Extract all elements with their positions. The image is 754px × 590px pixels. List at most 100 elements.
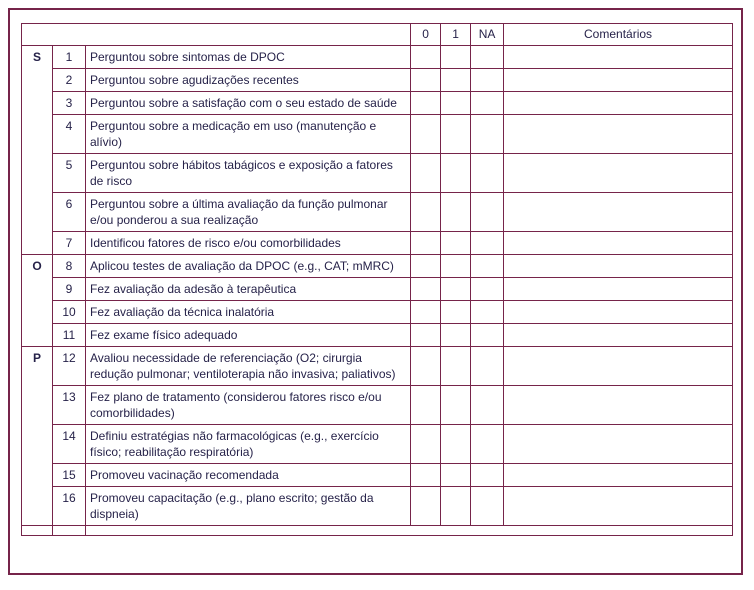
comment-cell [503, 423, 734, 464]
score-na-cell [470, 423, 505, 464]
checklist-row: 14 Definiu estratégias não farmacológicas… [22, 423, 734, 464]
item-description: Perguntou sobre a satisfação com o seu e… [84, 90, 412, 115]
score-na-cell [470, 253, 505, 278]
header-col-score0: 0 [410, 23, 442, 46]
item-description: Fez avaliação da adesão à terapêutica [84, 276, 412, 301]
sliver-empty-cell [84, 524, 734, 536]
score-na-cell [470, 67, 505, 92]
sliver-letter-cell [21, 524, 53, 536]
item-description: Promoveu capacitação (e.g., plano escrit… [84, 485, 412, 526]
comment-cell [503, 67, 734, 92]
score-1-cell [440, 90, 472, 115]
section-letter-p: P [21, 345, 53, 526]
score-1-cell [440, 322, 472, 347]
comment-cell [503, 113, 734, 154]
checklist-row: 3 Perguntou sobre a satisfação com o seu … [22, 90, 734, 115]
score-na-cell [470, 276, 505, 301]
score-0-cell [410, 462, 442, 487]
table-bottom-sliver-row [21, 524, 734, 536]
header-col-comments: Comentários [503, 23, 734, 46]
score-na-cell [470, 485, 505, 526]
checklist-row: O 8 Aplicou testes de avaliação da DPOC (e… [21, 253, 734, 347]
item-description: Definiu estratégias não farmacológicas (… [84, 423, 412, 464]
item-description: Fez avaliação da técnica inalatória [84, 299, 412, 324]
item-number: 4 [52, 113, 86, 154]
score-na-cell [470, 230, 505, 255]
header-row: 0 1 NA Comentários [20, 23, 734, 46]
score-1-cell [440, 299, 472, 324]
item-number: 7 [52, 230, 86, 255]
score-1-cell [440, 253, 472, 278]
comment-cell [503, 299, 734, 324]
score-na-cell [470, 152, 505, 193]
item-description: Fez exame físico adequado [84, 322, 412, 347]
item-number: 13 [52, 384, 86, 425]
comment-cell [503, 44, 734, 69]
score-1-cell [440, 384, 472, 425]
checklist-table: 0 1 NA Comentários S 1 Perguntou sobre sin… [20, 23, 734, 536]
item-description: Avaliou necessidade de referenciação (O2… [84, 345, 412, 386]
score-na-cell [470, 113, 505, 154]
checklist-row: 4 Perguntou sobre a medicação em uso (man… [22, 113, 734, 154]
header-col-score1: 1 [440, 23, 472, 46]
item-description: Perguntou sobre sintomas de DPOC [84, 44, 412, 69]
item-number: 14 [52, 423, 86, 464]
header-col-na: NA [470, 23, 505, 46]
item-description: Perguntou sobre hábitos tabágicos e expo… [84, 152, 412, 193]
comment-cell [503, 384, 734, 425]
score-1-cell [440, 462, 472, 487]
score-1-cell [440, 276, 472, 301]
score-0-cell [410, 485, 442, 526]
score-0-cell [410, 253, 442, 278]
comment-cell [503, 230, 734, 255]
item-description: Fez plano de tratamento (considerou fato… [84, 384, 412, 425]
checklist-row: 15 Promoveu vacinação recomendada [22, 462, 734, 487]
checklist-row: 10 Fez avaliação da técnica inalatória [22, 299, 734, 324]
comment-cell [503, 345, 734, 386]
score-1-cell [440, 345, 472, 386]
item-description: Perguntou sobre a última avaliação da fu… [84, 191, 412, 232]
score-na-cell [470, 345, 505, 386]
score-na-cell [470, 299, 505, 324]
score-0-cell [410, 276, 442, 301]
checklist-row: P 12 Avaliou necessidade de referenciação … [21, 345, 734, 526]
score-na-cell [470, 322, 505, 347]
score-0-cell [410, 90, 442, 115]
score-na-cell [470, 90, 505, 115]
checklist-row: 6 Perguntou sobre a última avaliação da f… [22, 191, 734, 232]
score-1-cell [440, 152, 472, 193]
item-description: Perguntou sobre a medicação em uso (manu… [84, 113, 412, 154]
item-number: 9 [52, 276, 86, 301]
item-description: Identificou fatores de risco e/ou comorb… [84, 230, 412, 255]
item-description: Promoveu vacinação recomendada [84, 462, 412, 487]
checklist-row: 11 Fez exame físico adequado [22, 322, 734, 347]
score-0-cell [410, 230, 442, 255]
score-0-cell [410, 67, 442, 92]
score-na-cell [470, 44, 505, 69]
item-number: 12 [52, 345, 86, 386]
checklist-row: 9 Fez avaliação da adesão à terapêutica [22, 276, 734, 301]
comment-cell [503, 322, 734, 347]
score-1-cell [440, 230, 472, 255]
item-description: Perguntou sobre agudizações recentes [84, 67, 412, 92]
comment-cell [503, 152, 734, 193]
score-1-cell [440, 191, 472, 232]
item-number: 11 [52, 322, 86, 347]
item-number: 2 [52, 67, 86, 92]
sliver-number-cell [52, 524, 86, 536]
score-1-cell [440, 423, 472, 464]
section-letter-s: S [21, 44, 53, 255]
item-number: 3 [52, 90, 86, 115]
comment-cell [503, 90, 734, 115]
item-number: 15 [52, 462, 86, 487]
score-0-cell [410, 423, 442, 464]
checklist-row: 2 Perguntou sobre agudizações recentes [22, 67, 734, 92]
score-1-cell [440, 67, 472, 92]
item-number: 1 [52, 44, 86, 69]
item-number: 6 [52, 191, 86, 232]
score-1-cell [440, 113, 472, 154]
header-empty-cell [20, 23, 412, 46]
page-border [8, 8, 743, 575]
score-0-cell [410, 322, 442, 347]
